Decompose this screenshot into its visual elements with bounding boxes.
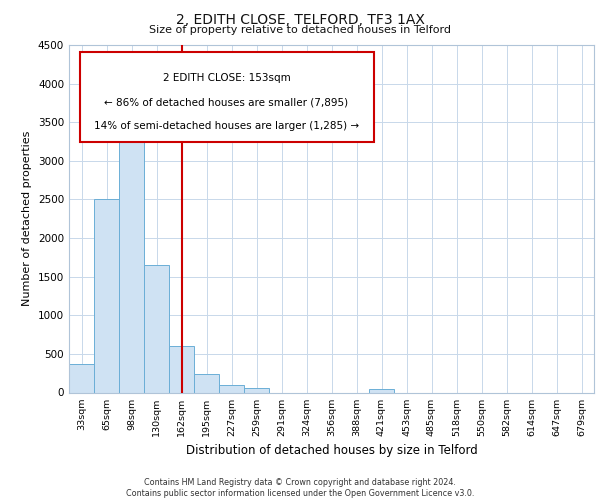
Bar (119, 103, 144, 393)
Bar (369, 388, 394, 392)
Bar (194, 374, 219, 392)
Text: 2 EDITH CLOSE: 153sqm: 2 EDITH CLOSE: 153sqm (163, 73, 290, 83)
Text: Contains HM Land Registry data © Crown copyright and database right 2024.
Contai: Contains HM Land Registry data © Crown c… (126, 478, 474, 498)
FancyBboxPatch shape (79, 52, 374, 142)
Text: Size of property relative to detached houses in Telford: Size of property relative to detached ho… (149, 25, 451, 35)
X-axis label: Distribution of detached houses by size in Telford: Distribution of detached houses by size … (185, 444, 478, 457)
Bar (219, 385, 244, 392)
Bar (169, 346, 194, 393)
Text: 14% of semi-detached houses are larger (1,285) →: 14% of semi-detached houses are larger (… (94, 122, 359, 132)
Bar (244, 388, 269, 392)
Text: ← 86% of detached houses are smaller (7,895): ← 86% of detached houses are smaller (7,… (104, 97, 349, 107)
Text: 2, EDITH CLOSE, TELFORD, TF3 1AX: 2, EDITH CLOSE, TELFORD, TF3 1AX (176, 12, 424, 26)
Y-axis label: Number of detached properties: Number of detached properties (22, 131, 32, 306)
Bar (94, 200, 119, 392)
Bar (69, 364, 94, 392)
Bar (144, 265, 169, 392)
